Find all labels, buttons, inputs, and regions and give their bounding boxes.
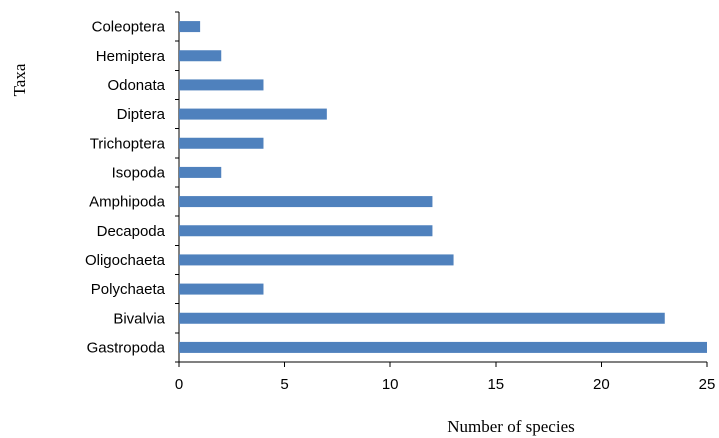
bar-odonata	[179, 79, 264, 91]
x-tick-label: 0	[175, 376, 183, 393]
category-label: Gastropoda	[87, 339, 166, 356]
category-label: Odonata	[107, 77, 165, 94]
category-labels: Gastropoda Bivalvia Polychaeta Oligochaeta D…	[85, 19, 166, 357]
category-label: Coleoptera	[92, 19, 166, 36]
x-tick-label: 20	[593, 376, 610, 393]
category-label: Decapoda	[97, 223, 166, 240]
bar-isopoda	[179, 166, 222, 178]
x-tick-group: 0 5 10 15 20 25	[175, 362, 716, 393]
category-label: Polychaeta	[91, 281, 166, 298]
bar-bivalvia	[179, 312, 665, 324]
bar-trichoptera	[179, 137, 264, 149]
x-tick-label: 5	[280, 376, 288, 393]
x-tick-label: 25	[699, 376, 716, 393]
x-tick-label: 15	[487, 376, 504, 393]
category-label: Amphipoda	[89, 194, 166, 211]
category-label: Bivalvia	[113, 310, 165, 327]
category-label: Isopoda	[112, 164, 166, 181]
category-label: Diptera	[117, 106, 166, 123]
bar-polychaeta	[179, 283, 264, 295]
x-tick-label: 10	[382, 376, 399, 393]
category-label: Hemiptera	[96, 48, 166, 65]
y-axis-title: Taxa	[10, 63, 29, 96]
x-axis-title: Number of species	[447, 417, 574, 436]
category-label: Oligochaeta	[85, 252, 166, 269]
category-label: Trichoptera	[90, 135, 166, 152]
bar-coleoptera	[179, 21, 201, 33]
bar-gastropoda	[179, 341, 707, 353]
bar-series	[179, 21, 707, 353]
bar-hemiptera	[179, 50, 222, 62]
bar-oligochaeta	[179, 254, 454, 266]
chart-axes	[175, 11, 707, 363]
bar-diptera	[179, 108, 327, 120]
bar-amphipoda	[179, 196, 433, 208]
bar-decapoda	[179, 225, 433, 237]
